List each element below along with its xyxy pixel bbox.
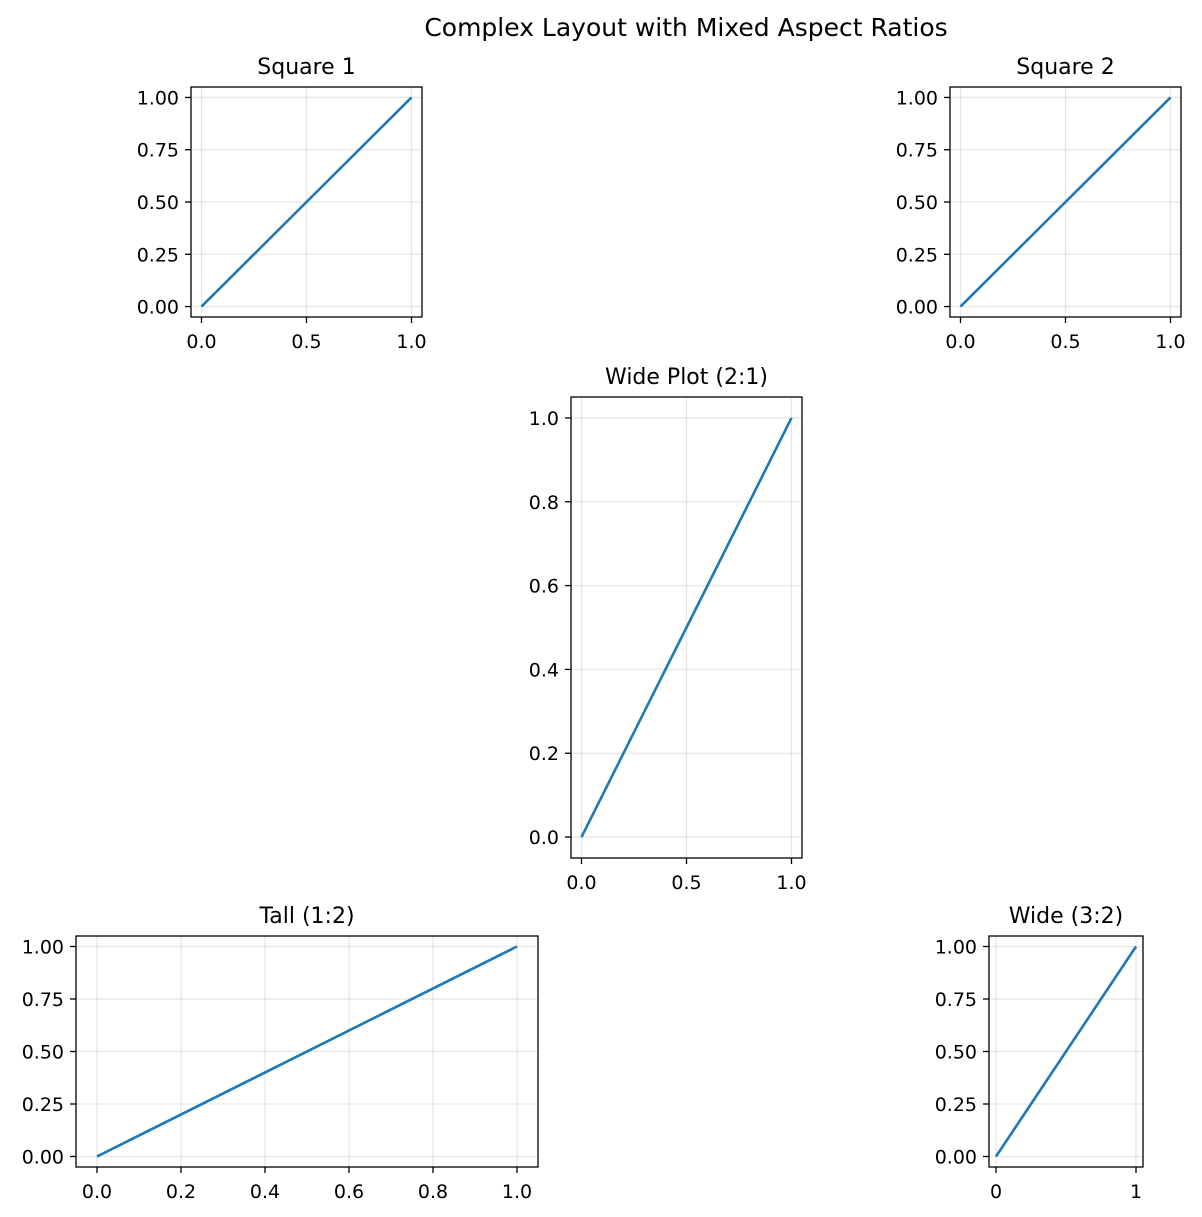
tall-1-2-x-tick-label: 0.4 xyxy=(250,1181,280,1203)
square-2-series-line xyxy=(959,96,1172,308)
square-1-x-tick-label: 1.0 xyxy=(396,331,426,353)
square-1-y-tick-label: 0.00 xyxy=(137,297,179,319)
square-1-axes: 0.0 0.5 1.0 0.00 0.25 0.50 0.75 1.00 Square 1 xyxy=(137,55,427,353)
wide-3-2-x-tick-label: 1 xyxy=(1130,1181,1142,1203)
tall-1-2-series-line xyxy=(96,945,518,1158)
wide-plot-2-1-x-tick-label: 0.0 xyxy=(566,872,596,894)
tall-1-2-x-tick-label: 0.8 xyxy=(418,1181,448,1203)
wide-3-2-x-tick-label: 0 xyxy=(990,1181,1002,1203)
square-2-y-tick-label: 0.25 xyxy=(896,244,938,266)
tall-1-2-y-tick-label: 0.50 xyxy=(22,1042,64,1064)
square-2-title: Square 2 xyxy=(1016,55,1114,80)
square-2-y-tick-label: 0.75 xyxy=(896,140,938,162)
square-1-y-tick-label: 0.25 xyxy=(137,244,179,266)
wide-plot-2-1-y-tick-label: 0.6 xyxy=(529,576,559,598)
wide-3-2-y-tick-label: 1.00 xyxy=(935,937,977,959)
wide-plot-2-1-y-tick-label: 0.2 xyxy=(529,743,559,765)
square-2-y-tick-label: 0.00 xyxy=(896,297,938,319)
square-1-x-tick-label: 0.0 xyxy=(186,331,216,353)
square-2-y-tick-label: 0.50 xyxy=(896,192,938,214)
square-1-y-tick-label: 1.00 xyxy=(137,87,179,109)
wide-3-2-y-tick-label: 0.75 xyxy=(935,989,977,1011)
tall-1-2-y-tick-label: 0.25 xyxy=(22,1094,64,1116)
tall-1-2-x-tick-label: 0.0 xyxy=(82,1181,112,1203)
tall-1-2-y-tick-label: 1.00 xyxy=(22,937,64,959)
wide-3-2-title: Wide (3:2) xyxy=(1009,904,1123,929)
wide-plot-2-1-y-tick-label: 1.0 xyxy=(529,408,559,430)
tall-1-2-x-tick-label: 0.6 xyxy=(334,1181,364,1203)
wide-plot-2-1-y-tick-label: 0.0 xyxy=(529,827,559,849)
wide-plot-2-1-y-tick-label: 0.4 xyxy=(529,659,559,681)
figure-title: Complex Layout with Mixed Aspect Ratios xyxy=(424,13,947,42)
wide-3-2-axes: 0 1 0.00 0.25 0.50 0.75 1.00 Wide (3:2) xyxy=(935,904,1144,1203)
tall-1-2-axes: 0.0 0.2 0.4 0.6 0.8 1.0 0.00 0.25 0.50 0.75 1.00 Ta… xyxy=(22,904,539,1203)
square-2-y-tick-label: 1.00 xyxy=(896,87,938,109)
square-1-title: Square 1 xyxy=(257,55,355,80)
square-2-x-tick-label: 1.0 xyxy=(1155,331,1185,353)
wide-3-2-series-line xyxy=(994,945,1138,1158)
wide-3-2-y-tick-label: 0.00 xyxy=(935,1147,977,1169)
tall-1-2-y-tick-label: 0.75 xyxy=(22,989,64,1011)
wide-plot-2-1-x-tick-label: 1.0 xyxy=(776,872,806,894)
tall-1-2-y-tick-label: 0.00 xyxy=(22,1147,64,1169)
tall-1-2-x-tick-label: 0.2 xyxy=(166,1181,196,1203)
wide-plot-2-1-x-tick-label: 0.5 xyxy=(671,872,701,894)
square-2-x-tick-label: 0.5 xyxy=(1050,331,1080,353)
square-1-series-line xyxy=(200,96,413,308)
wide-plot-2-1-series-line xyxy=(580,417,793,838)
square-1-x-tick-label: 0.5 xyxy=(291,331,321,353)
square-2-axes: 0.0 0.5 1.0 0.00 0.25 0.50 0.75 1.00 Square 2 xyxy=(896,55,1186,353)
tall-1-2-title: Tall (1:2) xyxy=(258,904,354,929)
tall-1-2-x-tick-label: 1.0 xyxy=(502,1181,532,1203)
wide-3-2-y-tick-label: 0.25 xyxy=(935,1094,977,1116)
square-1-y-tick-label: 0.50 xyxy=(137,192,179,214)
wide-plot-2-1-axes: 0.0 0.5 1.0 0.0 0.2 0.4 0.6 0.8 1.0 Wide Plot (2:… xyxy=(529,365,807,894)
square-2-x-tick-label: 0.0 xyxy=(945,331,975,353)
wide-plot-2-1-y-tick-label: 0.8 xyxy=(529,492,559,514)
wide-3-2-y-tick-label: 0.50 xyxy=(935,1042,977,1064)
wide-plot-2-1-title: Wide Plot (2:1) xyxy=(605,365,768,390)
square-1-y-tick-label: 0.75 xyxy=(137,140,179,162)
